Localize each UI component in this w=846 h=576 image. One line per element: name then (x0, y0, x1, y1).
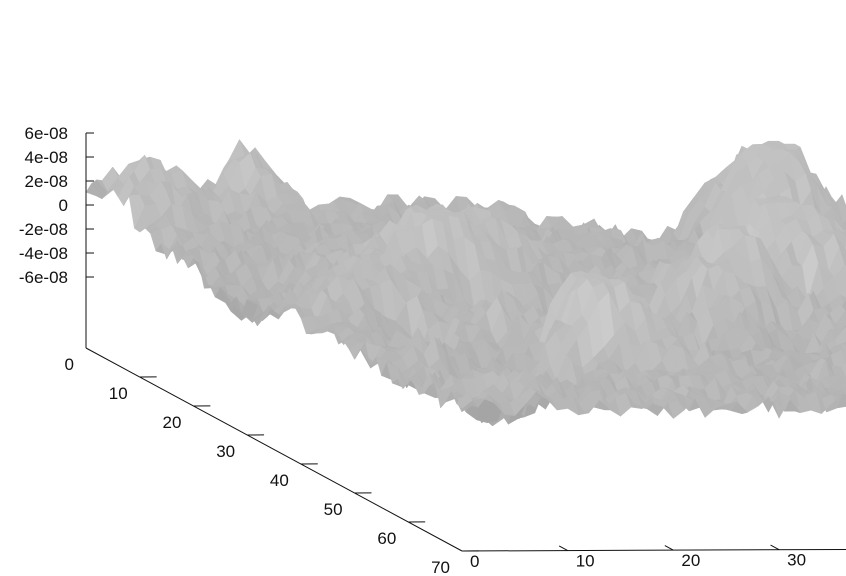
x-tick-label: 10 (109, 384, 128, 403)
y-axis-line (461, 548, 846, 552)
x-tick-label: 60 (377, 529, 396, 548)
y-tick (664, 545, 674, 551)
z-tick-label: -6e-08 (19, 268, 68, 287)
z-tick-label: 6e-08 (25, 124, 68, 143)
y-tick-label: 30 (787, 551, 806, 570)
x-tick-label: 50 (324, 500, 343, 519)
surface-mesh (85, 139, 846, 427)
y-tick (558, 545, 568, 552)
z-tick-label: -2e-08 (19, 220, 68, 239)
x-tick-label: 0 (65, 355, 74, 374)
y-tick (770, 544, 780, 551)
x-tick-label: 40 (270, 471, 289, 490)
surface-facet (456, 391, 473, 409)
z-tick-label: 2e-08 (25, 172, 68, 191)
x-tick-label: 30 (216, 442, 235, 461)
tick-labels: 0102030405060700102030405060706e-084e-08… (19, 124, 806, 576)
y-tick-label: 0 (470, 552, 479, 571)
z-tick-label: 0 (59, 196, 68, 215)
y-tick-label: 10 (576, 552, 595, 571)
x-axis-line (85, 347, 463, 552)
x-tick-label: 70 (431, 558, 450, 576)
plot-axes (85, 133, 846, 552)
z-tick-label: -4e-08 (19, 244, 68, 263)
y-tick-label: 20 (681, 551, 700, 570)
z-tick-label: 4e-08 (25, 148, 68, 167)
x-tick-label: 20 (163, 413, 182, 432)
